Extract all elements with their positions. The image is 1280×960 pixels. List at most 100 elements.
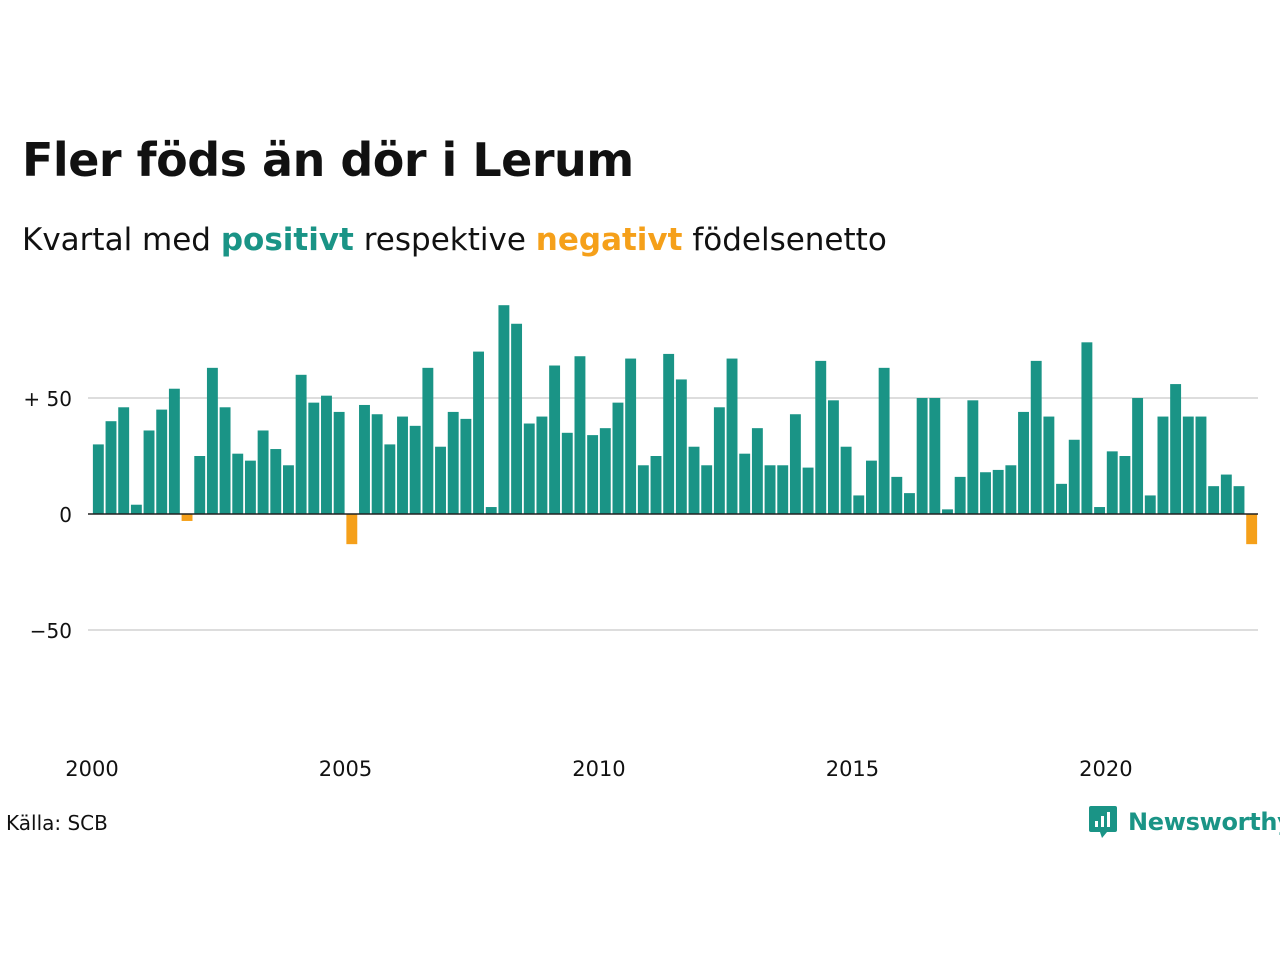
- bar: [675, 379, 687, 514]
- bar: [409, 425, 421, 514]
- bar: [764, 465, 776, 514]
- bar: [168, 388, 180, 514]
- bar: [599, 428, 611, 514]
- newsworthy-logo-icon: [1089, 806, 1117, 838]
- bar: [118, 407, 130, 514]
- bar: [498, 305, 510, 514]
- bar: [232, 453, 244, 514]
- bar: [1106, 451, 1118, 514]
- bar: [397, 416, 408, 514]
- bar: [549, 365, 561, 514]
- bar: [1170, 384, 1182, 514]
- bar: [561, 432, 573, 514]
- bar: [739, 453, 751, 514]
- bar: [1182, 416, 1194, 514]
- bar: [219, 407, 231, 514]
- bar: [954, 476, 966, 514]
- brand-name: Newsworthy: [1128, 808, 1280, 836]
- bar: [1246, 514, 1258, 545]
- bar: [815, 360, 827, 514]
- bar: [929, 398, 941, 514]
- bar: [967, 400, 979, 514]
- bar: [1018, 411, 1029, 514]
- bar: [878, 367, 890, 514]
- bar: [751, 428, 763, 514]
- chart-subtitle: Kvartal med positivt respektive negativt…: [22, 218, 887, 262]
- bar: [130, 504, 142, 514]
- y-tick-label: + 50: [23, 387, 72, 411]
- bar: [1056, 483, 1067, 514]
- bar-chart: + 50 0 −50 2000 2005 2010 2015 2020: [23, 305, 1258, 781]
- bar: [321, 395, 332, 514]
- bar: [726, 358, 738, 514]
- bar: [916, 398, 928, 514]
- bar: [523, 423, 535, 514]
- source-label: Källa: SCB: [6, 811, 108, 835]
- bar: [992, 469, 1004, 514]
- bar: [181, 514, 193, 521]
- bar: [802, 467, 814, 514]
- bar: [853, 495, 865, 514]
- subtitle-positive-word: positivt: [220, 222, 354, 258]
- bar: [866, 460, 877, 514]
- bar: [422, 367, 434, 514]
- x-tick-label: 2010: [572, 757, 625, 781]
- x-tick-label: 2005: [319, 757, 372, 781]
- bar: [663, 353, 675, 514]
- bar: [105, 421, 117, 514]
- y-tick-label: 0: [59, 503, 72, 527]
- bar: [206, 367, 218, 514]
- bar: [701, 465, 713, 514]
- bar: [1208, 486, 1220, 514]
- bar: [473, 351, 484, 514]
- bar: [713, 407, 725, 514]
- bar: [1030, 360, 1042, 514]
- bar: [827, 400, 839, 514]
- y-tick-label: −50: [30, 619, 72, 643]
- newsworthy-logo: Newsworthy: [1088, 804, 1280, 840]
- bar: [460, 418, 472, 514]
- bar: [1043, 416, 1055, 514]
- bar: [194, 456, 206, 514]
- bar: [612, 402, 624, 514]
- x-tick-label: 2020: [1079, 757, 1132, 781]
- bar: [777, 465, 789, 514]
- bar: [1119, 456, 1131, 514]
- bar: [346, 514, 358, 545]
- bar: [257, 430, 269, 514]
- bar: [244, 460, 256, 514]
- bar: [1195, 416, 1207, 514]
- bar: [1132, 398, 1144, 514]
- bar: [980, 472, 991, 514]
- bar: [891, 476, 903, 514]
- bar: [625, 358, 637, 514]
- bar: [384, 444, 396, 514]
- bar: [333, 411, 345, 514]
- bar: [1081, 342, 1093, 514]
- bar: [359, 404, 370, 514]
- subtitle-prefix: Kvartal med: [22, 222, 221, 258]
- subtitle-suffix: födelsenetto: [682, 222, 887, 258]
- bar: [942, 509, 953, 514]
- bar: [435, 446, 446, 514]
- bar: [1144, 495, 1156, 514]
- bar: [485, 507, 497, 514]
- bar: [840, 446, 852, 514]
- x-tick-label: 2000: [65, 757, 118, 781]
- bar: [143, 430, 155, 514]
- bar: [1068, 439, 1080, 514]
- bar: [92, 444, 104, 514]
- bar: [650, 456, 662, 514]
- bar: [789, 414, 801, 514]
- x-tick-label: 2015: [826, 757, 879, 781]
- bar: [637, 465, 649, 514]
- bar: [536, 416, 548, 514]
- bar: [1005, 465, 1017, 514]
- bar: [1220, 474, 1232, 514]
- bar: [574, 356, 586, 514]
- bar: [1094, 507, 1106, 514]
- bar: [156, 409, 168, 514]
- bar: [295, 374, 307, 514]
- bar: [904, 493, 915, 514]
- subtitle-negative-word: negativt: [535, 222, 683, 258]
